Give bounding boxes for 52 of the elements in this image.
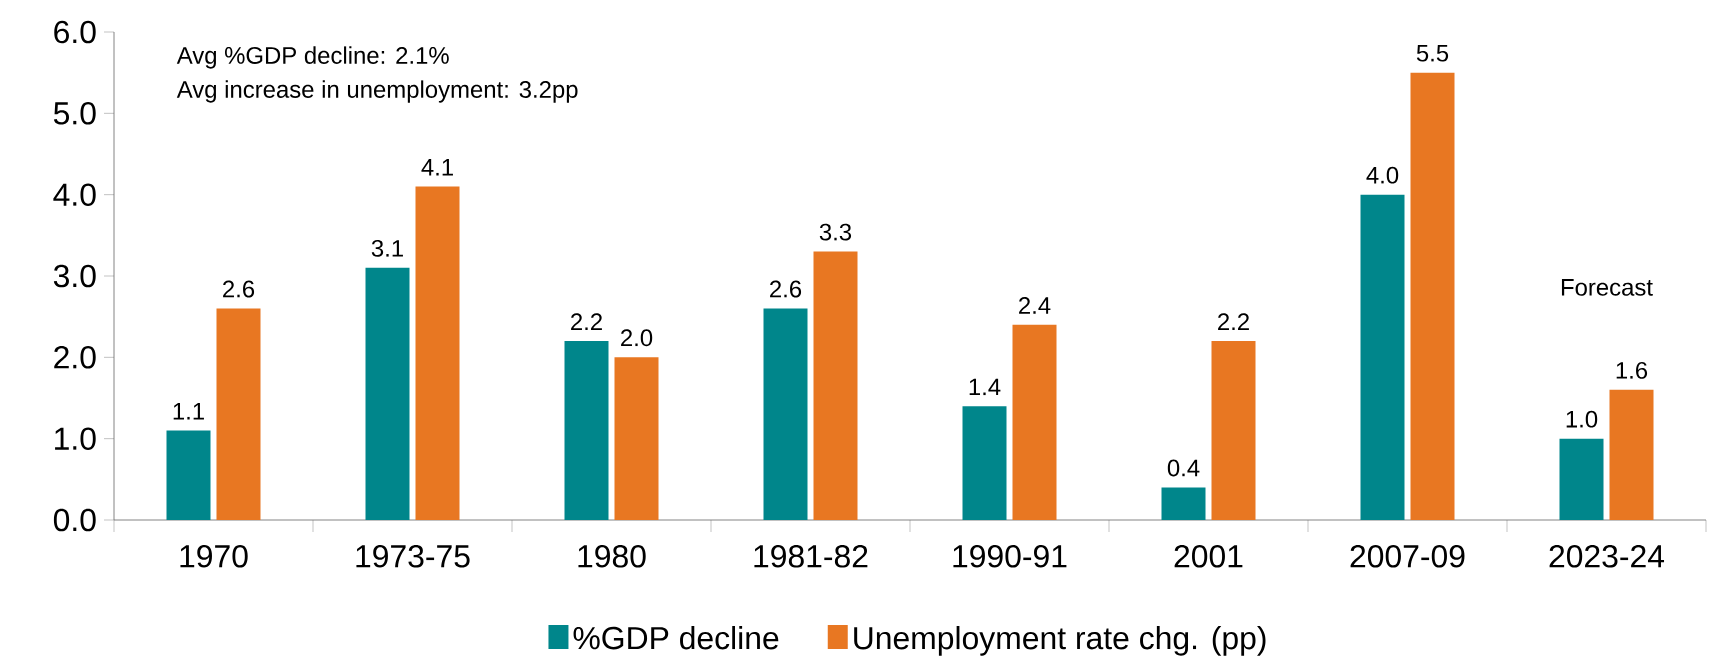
data-label: 1.0 bbox=[1566, 410, 1598, 428]
annotation: Forecast bbox=[1561, 279, 1653, 296]
x-tick-label: 1973-75 bbox=[356, 545, 470, 568]
data-label: 4.1 bbox=[421, 159, 453, 176]
bar bbox=[564, 341, 609, 520]
bar bbox=[1360, 194, 1405, 520]
y-tick-label: 0.0 bbox=[53, 508, 96, 532]
data-label: 2.2 bbox=[1218, 313, 1249, 331]
bar bbox=[813, 251, 858, 520]
data-label: 2.6 bbox=[223, 280, 255, 298]
bar bbox=[1609, 389, 1654, 520]
bar bbox=[1211, 341, 1256, 520]
bar bbox=[1559, 438, 1604, 520]
x-tick-label: 1981-82 bbox=[754, 545, 868, 568]
annotation: Avg increase in unemployment: 3.2pp bbox=[176, 80, 578, 103]
data-label: 3.1 bbox=[371, 239, 403, 257]
y-tick-label: 3.0 bbox=[53, 264, 96, 288]
bar bbox=[216, 308, 261, 520]
bar bbox=[166, 430, 211, 520]
data-label: 1.1 bbox=[173, 403, 204, 420]
y-tick-label: 2.0 bbox=[54, 346, 96, 369]
bar bbox=[1012, 324, 1057, 520]
data-label: 4.0 bbox=[1366, 166, 1399, 184]
data-label: 1.4 bbox=[969, 378, 1001, 396]
data-label: 2.2 bbox=[571, 313, 602, 331]
x-tick-label: 1980 bbox=[578, 545, 646, 568]
bar bbox=[763, 308, 808, 520]
y-tick-label: 4.0 bbox=[53, 183, 96, 206]
bar bbox=[1410, 72, 1455, 520]
annotation: Avg %GDP decline: 2.1% bbox=[176, 46, 449, 69]
bar bbox=[614, 357, 659, 520]
x-tick-label: 2001 bbox=[1174, 545, 1243, 568]
y-tick-label: 6.0 bbox=[54, 20, 96, 44]
x-tick-label: 2007-09 bbox=[1350, 545, 1465, 568]
bar bbox=[962, 406, 1007, 520]
data-label: 2.0 bbox=[621, 329, 653, 347]
data-label: 0.4 bbox=[1167, 459, 1200, 477]
x-tick-label: 1970 bbox=[180, 545, 248, 568]
y-tick-label: 5.0 bbox=[53, 102, 96, 125]
data-label: 2.6 bbox=[770, 280, 802, 298]
x-tick-label: 1990-91 bbox=[953, 545, 1067, 568]
bar bbox=[365, 267, 410, 520]
bar bbox=[415, 186, 460, 520]
data-label: 2.4 bbox=[1019, 297, 1051, 314]
legend-label: Unemployment rate chg. (pp) bbox=[854, 625, 1266, 656]
y-tick-label: 1.0 bbox=[55, 427, 96, 450]
legend-label: %GDP decline bbox=[573, 625, 779, 650]
data-label: 3.3 bbox=[819, 223, 852, 241]
x-tick-label: 2023-24 bbox=[1549, 545, 1665, 568]
bar bbox=[1161, 487, 1206, 520]
data-label: 5.5 bbox=[1416, 44, 1449, 62]
data-label: 1.6 bbox=[1616, 361, 1648, 379]
